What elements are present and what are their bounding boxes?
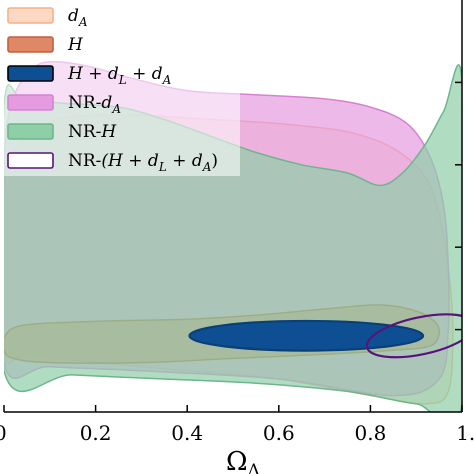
region-h-d-l-d-a [188, 319, 425, 352]
legend-item-nr-h-d-l-d-a: NR-(H + dL + dA) [7, 151, 218, 174]
legend-item-d-a: dA [7, 6, 88, 29]
x-tick-label: 0.4 [171, 421, 203, 445]
legend-item-nr-h: NR-H [7, 122, 117, 142]
legend: dA H H + dL + dA NR-dA NR-H NR-(H + dL + dA) [0, 0, 240, 176]
legend-item-h-d-l-d-a: H + dL + dA [7, 64, 172, 87]
legend-swatch [7, 7, 54, 24]
x-tick-label: 0.8 [354, 421, 386, 445]
axes [4, 0, 463, 413]
legend-item-nr-d-a: NR-dA [7, 93, 121, 116]
x-tick-label: 0.6 [263, 421, 295, 445]
legend-item-h: H [7, 35, 84, 55]
legend-swatch [7, 65, 54, 82]
legend-swatch [7, 123, 54, 140]
legend-label: dA [68, 6, 88, 29]
x-tick-label: 0.2 [80, 421, 112, 445]
legend-label: NR-dA [68, 93, 121, 116]
region-nr-h-d-l-d-a [365, 313, 462, 359]
legend-swatch [7, 36, 54, 53]
legend-swatch [7, 94, 54, 111]
x-tick-label: 0 [0, 421, 7, 445]
legend-label: NR-(H + dL + dA) [68, 151, 218, 174]
legend-background [0, 0, 240, 176]
legend-swatch [7, 152, 54, 169]
legend-label: H + dL + dA [67, 64, 172, 87]
x-tick-label: 1.0 [456, 421, 474, 445]
x-axis-label: ΩΛ [226, 447, 261, 474]
legend-label: NR-H [68, 122, 117, 142]
x-ticks: 0 0.2 0.4 0.6 0.8 1.0 ΩΛ [0, 405, 474, 474]
legend-label: H [67, 35, 84, 55]
